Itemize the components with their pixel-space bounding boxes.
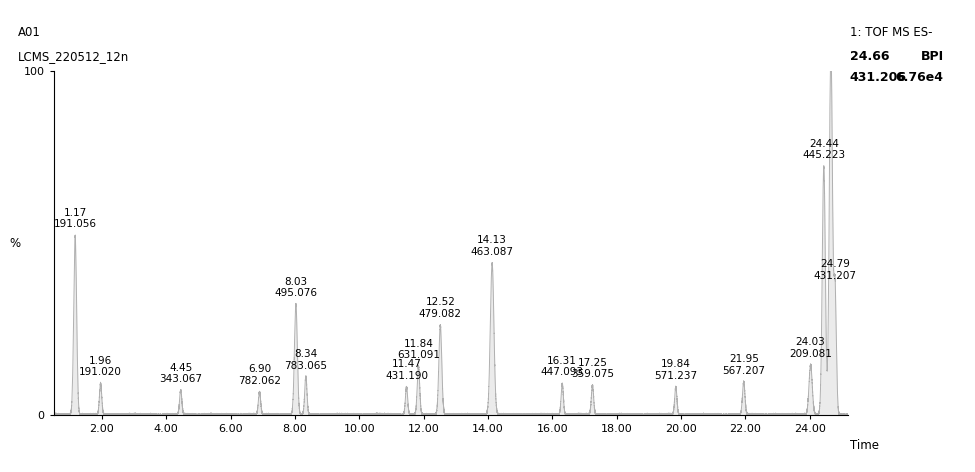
Text: 1: TOF MS ES-: 1: TOF MS ES- <box>850 26 932 39</box>
Text: 24.03
209.081: 24.03 209.081 <box>789 337 832 359</box>
Text: 11.47
431.190: 11.47 431.190 <box>385 359 428 381</box>
Text: 19.84
571.237: 19.84 571.237 <box>654 359 697 381</box>
Text: 4.45
343.067: 4.45 343.067 <box>159 363 202 384</box>
Text: 24.44
445.223: 24.44 445.223 <box>802 139 845 160</box>
Text: Time: Time <box>850 439 878 453</box>
Text: 12.52
479.082: 12.52 479.082 <box>419 297 462 319</box>
Text: 431.206: 431.206 <box>850 71 907 84</box>
Text: 8.34
783.065: 8.34 783.065 <box>285 349 328 371</box>
Text: 1.17
191.056: 1.17 191.056 <box>54 208 97 229</box>
Text: A01: A01 <box>18 26 41 39</box>
Text: LCMS_220512_12n: LCMS_220512_12n <box>18 50 129 63</box>
Text: 24.79
431.207: 24.79 431.207 <box>813 260 857 281</box>
Text: 6.90
782.062: 6.90 782.062 <box>238 364 281 386</box>
Text: 14.13
463.087: 14.13 463.087 <box>471 235 514 257</box>
Text: 17.25
359.075: 17.25 359.075 <box>571 358 614 379</box>
Text: 8.03
495.076: 8.03 495.076 <box>274 277 318 298</box>
Text: 11.84
631.091: 11.84 631.091 <box>397 338 440 360</box>
Y-axis label: %: % <box>10 236 20 250</box>
Text: 24.66: 24.66 <box>850 50 889 63</box>
Text: 16.31
447.093: 16.31 447.093 <box>541 356 584 378</box>
Text: 6.76e4: 6.76e4 <box>896 71 944 84</box>
Text: 1.96
191.020: 1.96 191.020 <box>79 356 122 378</box>
Text: BPI: BPI <box>920 50 944 63</box>
Text: 21.95
567.207: 21.95 567.207 <box>722 354 765 376</box>
